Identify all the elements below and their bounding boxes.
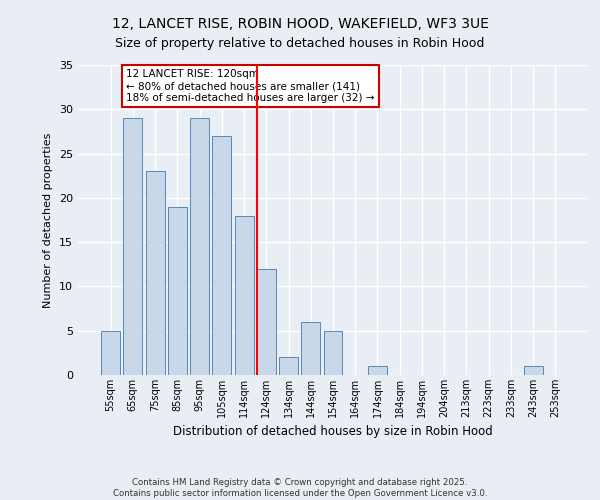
Text: Size of property relative to detached houses in Robin Hood: Size of property relative to detached ho…	[115, 38, 485, 51]
Bar	[124, 118, 142, 375]
Bar	[301, 322, 320, 375]
Bar	[524, 366, 542, 375]
Bar	[212, 136, 231, 375]
Bar	[190, 118, 209, 375]
Bar	[146, 172, 164, 375]
Bar	[279, 358, 298, 375]
X-axis label: Distribution of detached houses by size in Robin Hood: Distribution of detached houses by size …	[173, 426, 493, 438]
Bar	[323, 330, 343, 375]
Y-axis label: Number of detached properties: Number of detached properties	[43, 132, 53, 308]
Text: Contains HM Land Registry data © Crown copyright and database right 2025.
Contai: Contains HM Land Registry data © Crown c…	[113, 478, 487, 498]
Bar	[368, 366, 387, 375]
Bar	[257, 268, 276, 375]
Text: 12, LANCET RISE, ROBIN HOOD, WAKEFIELD, WF3 3UE: 12, LANCET RISE, ROBIN HOOD, WAKEFIELD, …	[112, 18, 488, 32]
Bar	[168, 206, 187, 375]
Bar	[101, 330, 120, 375]
Text: 12 LANCET RISE: 120sqm
← 80% of detached houses are smaller (141)
18% of semi-de: 12 LANCET RISE: 120sqm ← 80% of detached…	[126, 70, 374, 102]
Bar	[235, 216, 254, 375]
